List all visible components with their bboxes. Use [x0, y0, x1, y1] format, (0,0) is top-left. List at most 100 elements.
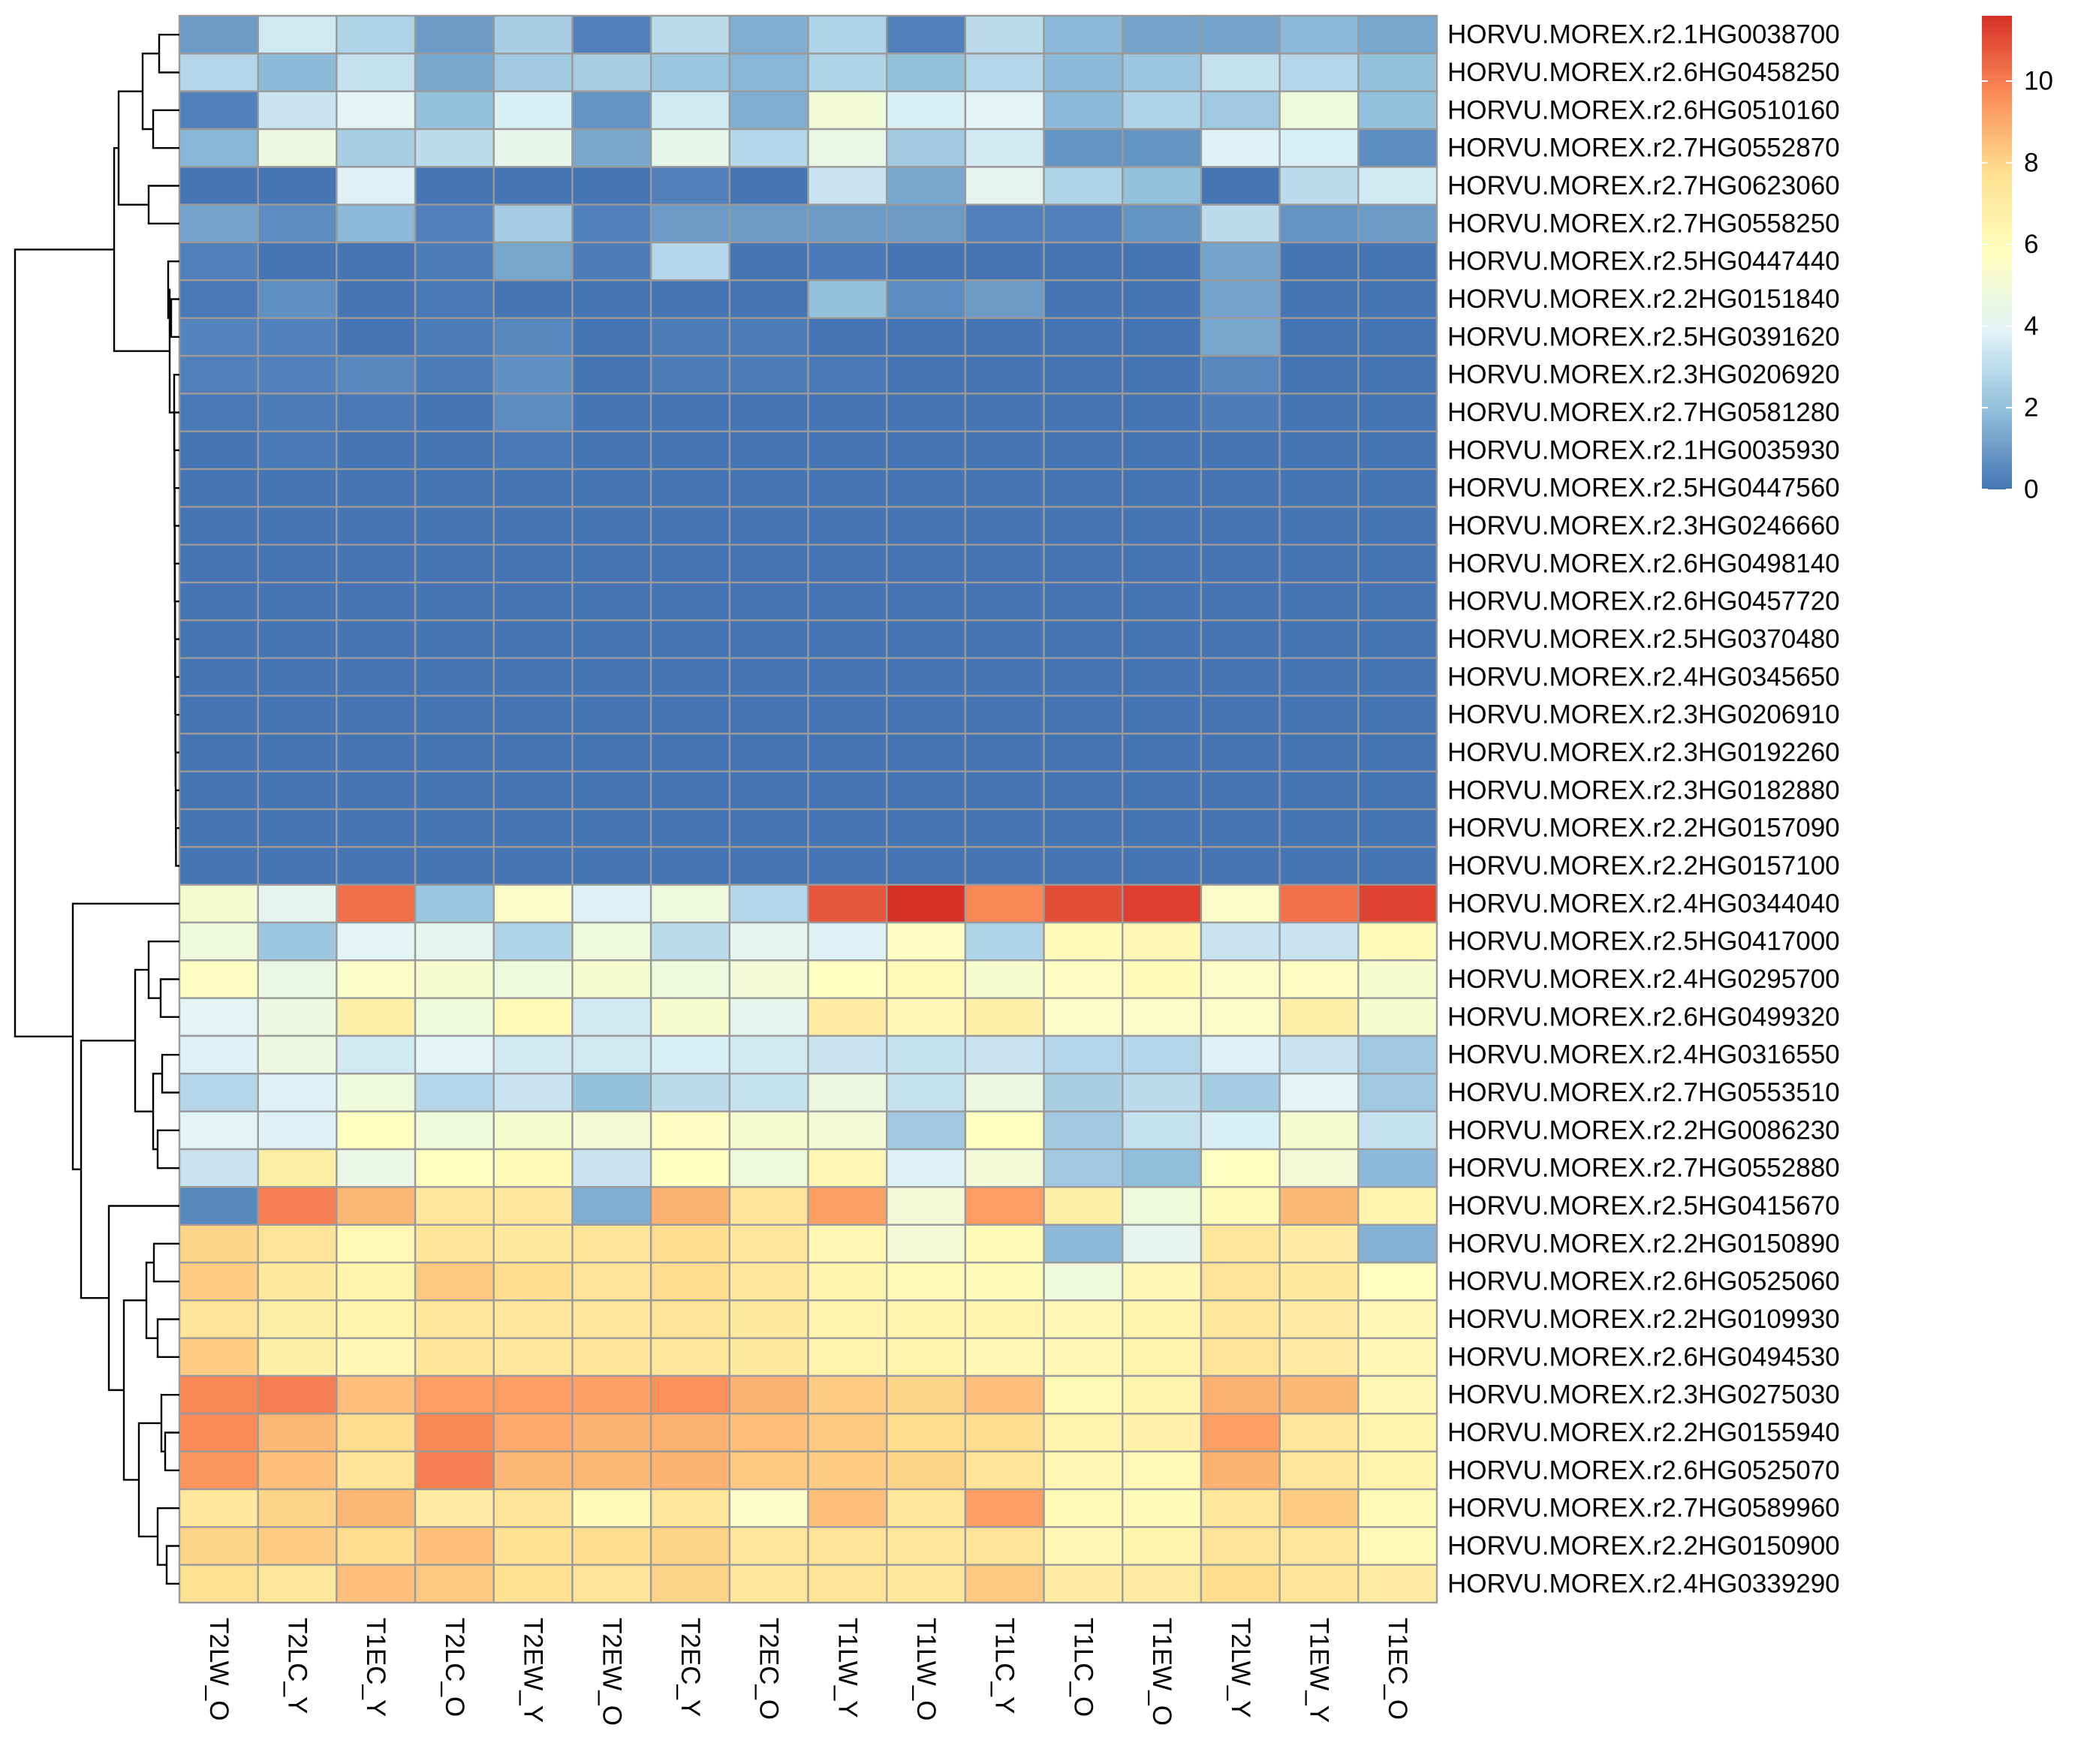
heatmap-cell [964, 166, 1045, 206]
heatmap-cell [1200, 1034, 1281, 1075]
heatmap-cell [1122, 657, 1203, 697]
heatmap-cell [1200, 317, 1281, 357]
dendrogram-branch [113, 146, 170, 352]
heatmap-cell [964, 14, 1045, 55]
row-label: HORVU.MOREX.r2.1HG0035930 [1447, 435, 1840, 465]
heatmap-cell [728, 317, 809, 357]
heatmap-cell [728, 354, 809, 395]
row-label: HORVU.MOREX.r2.6HG0498140 [1447, 549, 1840, 578]
heatmap-cell [1200, 90, 1281, 131]
heatmap-cell [178, 430, 259, 471]
row-label: HORVU.MOREX.r2.6HG0525060 [1447, 1267, 1840, 1296]
heatmap-cell [178, 808, 259, 848]
heatmap-cell [1200, 166, 1281, 206]
row-label: HORVU.MOREX.r2.7HG0623060 [1447, 171, 1840, 200]
heatmap-cell [571, 393, 652, 432]
colorbar-tick-label: 4 [2024, 312, 2038, 341]
heatmap-cell [571, 203, 652, 244]
heatmap-cell [257, 921, 338, 962]
heatmap-cell [1357, 1224, 1438, 1264]
heatmap-cell [492, 1186, 574, 1226]
heatmap-cell [1278, 1488, 1360, 1528]
heatmap-cell [807, 657, 888, 697]
heatmap-cell [1278, 1564, 1360, 1604]
heatmap-cell [728, 543, 809, 584]
column-label: T2EW_O [597, 1618, 626, 1726]
heatmap-cell [571, 808, 652, 848]
heatmap-cell [649, 1034, 731, 1075]
heatmap-cell [492, 581, 574, 622]
heatmap-cell [336, 846, 417, 886]
heatmap-cell [571, 1337, 652, 1377]
heatmap-cell [964, 733, 1045, 772]
heatmap-cell [178, 1034, 259, 1075]
heatmap-cell [807, 53, 888, 92]
heatmap-cell [807, 354, 888, 395]
heatmap-cell [336, 657, 417, 697]
heatmap-cell [964, 619, 1045, 659]
row-label: HORVU.MOREX.r2.3HG0182880 [1447, 775, 1840, 805]
heatmap-cell [492, 808, 574, 848]
heatmap-cell [257, 53, 338, 92]
heatmap-cell [1278, 694, 1360, 735]
heatmap-cell [964, 1299, 1045, 1339]
heatmap-cell [492, 997, 574, 1037]
heatmap-cell [807, 166, 888, 206]
heatmap-cell [1122, 1110, 1203, 1151]
heatmap-cell [571, 657, 652, 697]
heatmap-cell [1200, 393, 1281, 432]
dendrogram-branch [164, 1431, 179, 1472]
dendrogram-branch [158, 33, 179, 74]
heatmap-cell [1357, 430, 1438, 471]
heatmap-cell [728, 921, 809, 962]
heatmap-cell [492, 1564, 574, 1604]
heatmap-cell [1043, 203, 1124, 244]
heatmap-cell [649, 733, 731, 772]
heatmap-cell [807, 808, 888, 848]
heatmap-cell [807, 1186, 888, 1226]
heatmap-cell [649, 921, 731, 962]
heatmap-cell [492, 1337, 574, 1377]
heatmap-cell [492, 1413, 574, 1452]
heatmap-cell [964, 1374, 1045, 1415]
heatmap-cell [336, 1073, 417, 1112]
heatmap-cell [728, 1488, 809, 1528]
heatmap-cell [257, 317, 338, 357]
heatmap-cell [1043, 279, 1124, 319]
heatmap-cell [1043, 128, 1124, 168]
heatmap-cell [807, 1564, 888, 1604]
heatmap-cell [1278, 430, 1360, 471]
heatmap-cell [571, 770, 652, 811]
heatmap-cell [336, 581, 417, 622]
heatmap-cell [1043, 1034, 1124, 1075]
heatmap-cell [571, 53, 652, 92]
heatmap-cell [728, 128, 809, 168]
heatmap-cell [492, 203, 574, 244]
heatmap-cell [1122, 1261, 1203, 1302]
heatmap-cell [807, 921, 888, 962]
heatmap-cell [492, 1110, 574, 1151]
heatmap-cell [336, 1450, 417, 1491]
heatmap-cell [885, 468, 967, 508]
heatmap-cell [1278, 1374, 1360, 1415]
heatmap-cell [1122, 694, 1203, 735]
column-label: T1EW_O [1147, 1618, 1176, 1726]
heatmap-cell [728, 468, 809, 508]
heatmap-cell [885, 1034, 967, 1075]
heatmap-cell [1122, 14, 1203, 55]
heatmap-cell [178, 354, 259, 395]
heatmap-cell [336, 1564, 417, 1604]
heatmap-cell [964, 997, 1045, 1037]
row-label: HORVU.MOREX.r2.5HG0447440 [1447, 247, 1840, 276]
heatmap-cell [178, 1186, 259, 1226]
heatmap-cell [1200, 1299, 1281, 1339]
row-label: HORVU.MOREX.r2.4HG0339290 [1447, 1569, 1840, 1598]
heatmap-cell [1357, 959, 1438, 999]
heatmap-cell [728, 393, 809, 432]
dendrogram-branch [156, 1129, 179, 1169]
heatmap-cell [1357, 1488, 1438, 1528]
heatmap-cell [571, 1564, 652, 1604]
heatmap-cell [336, 543, 417, 584]
heatmap-cell [1122, 581, 1203, 622]
row-label: HORVU.MOREX.r2.3HG0275030 [1447, 1380, 1840, 1410]
